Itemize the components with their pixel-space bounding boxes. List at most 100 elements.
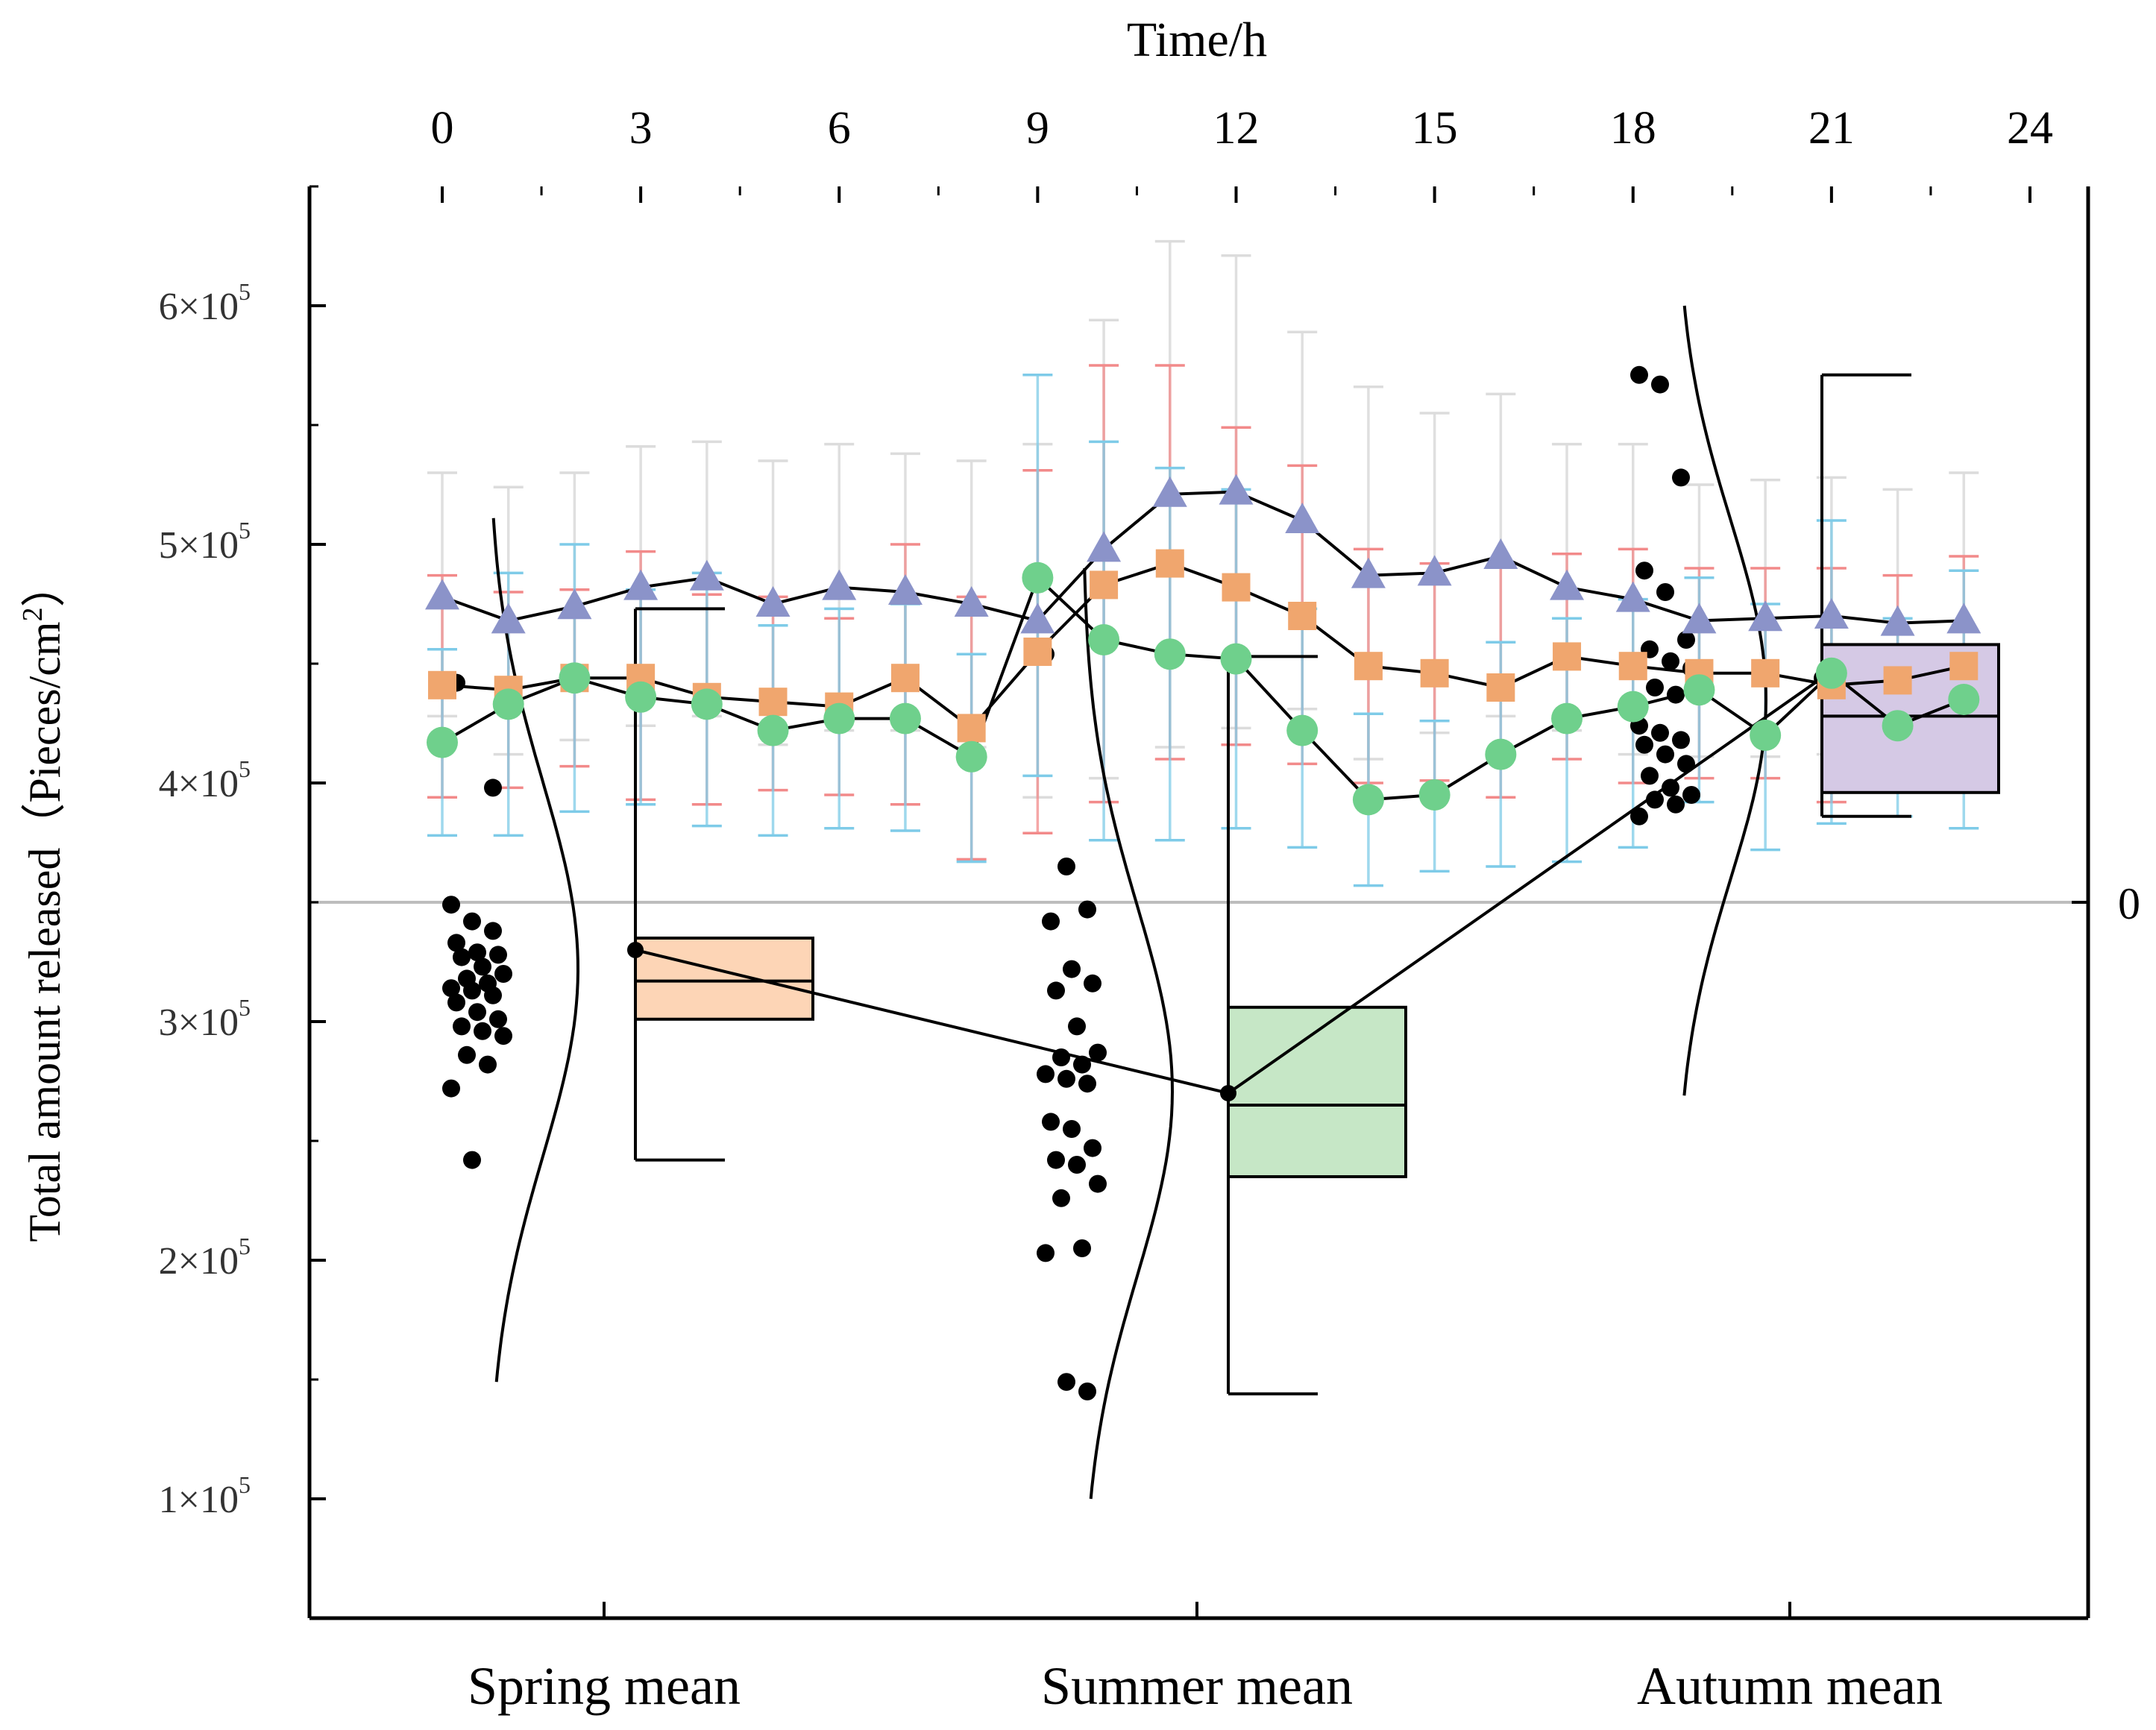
triangle-marker xyxy=(1814,598,1849,629)
data-dot xyxy=(1063,960,1081,978)
data-dot xyxy=(442,979,460,998)
square-marker xyxy=(1155,549,1184,578)
top-tick-label: 12 xyxy=(1213,103,1260,154)
data-dot xyxy=(1646,679,1664,696)
triangle-marker xyxy=(1285,503,1320,533)
triangle-marker xyxy=(822,569,857,600)
triangle-marker xyxy=(1682,603,1717,634)
left-tick-exponent: 5 xyxy=(239,278,251,305)
data-dot xyxy=(1677,631,1695,649)
data-dot xyxy=(468,943,486,962)
data-dot xyxy=(484,778,502,797)
data-dot xyxy=(479,1055,497,1074)
data-dot xyxy=(458,1045,476,1064)
left-tick-label: 1×10 xyxy=(159,1479,239,1521)
left-tick-exponent: 5 xyxy=(239,1471,251,1498)
data-dot xyxy=(1052,1189,1070,1207)
distribution-curve xyxy=(1083,567,1175,1500)
circle-marker xyxy=(1286,714,1319,746)
triangle-marker xyxy=(1880,605,1915,636)
circle-marker xyxy=(625,681,657,713)
circle-marker xyxy=(1750,720,1782,751)
data-dot xyxy=(1057,858,1075,875)
left-tick-exponent: 5 xyxy=(239,517,251,544)
data-dot xyxy=(1667,795,1685,814)
triangle-marker xyxy=(954,586,989,617)
square-marker xyxy=(1553,642,1582,671)
circle-marker xyxy=(823,702,855,735)
square-marker xyxy=(1420,658,1449,688)
data-dot xyxy=(1641,767,1659,785)
circle-marker xyxy=(955,740,987,773)
data-dot xyxy=(453,1017,471,1036)
top-tick-label: 0 xyxy=(431,103,454,154)
circle-marker xyxy=(1551,702,1583,735)
right-zero-label: 0 xyxy=(2118,879,2140,928)
left-tick-label: 6×10 xyxy=(159,286,239,328)
top-tick-label: 24 xyxy=(2007,103,2053,154)
square-marker xyxy=(428,670,456,699)
left-axis-title: Total amount released（Pieces/cm2） xyxy=(17,562,69,1242)
circle-marker xyxy=(1617,691,1649,723)
top-tick-label: 3 xyxy=(629,103,653,154)
box xyxy=(1227,1005,1407,1179)
square-marker xyxy=(890,664,920,693)
left-tick-label: 2×10 xyxy=(159,1240,239,1283)
data-dot xyxy=(1078,1383,1096,1400)
circle-marker xyxy=(1485,738,1517,770)
triangle-marker xyxy=(557,588,592,620)
data-dot xyxy=(1089,1043,1107,1062)
data-dot xyxy=(1042,912,1060,931)
data-dot xyxy=(1057,1373,1075,1391)
data-dot xyxy=(442,896,460,914)
data-dot xyxy=(489,1010,507,1028)
square-marker xyxy=(1354,652,1383,681)
circle-marker xyxy=(1882,710,1914,742)
box xyxy=(634,937,814,1021)
data-dot xyxy=(1084,974,1101,993)
top-axis-title: Time/h xyxy=(1127,13,1267,67)
triangle-marker xyxy=(689,559,724,591)
square-marker xyxy=(1090,570,1119,600)
circle-marker xyxy=(757,714,789,746)
left-tick-exponent: 5 xyxy=(239,1233,251,1259)
triangle-marker xyxy=(1020,603,1055,634)
data-dot xyxy=(1682,786,1700,804)
data-dot xyxy=(1672,731,1690,749)
triangle-marker xyxy=(1087,531,1122,562)
data-dot xyxy=(447,934,465,952)
left-tick-label: 5×10 xyxy=(159,524,239,567)
data-dot xyxy=(1073,1239,1091,1257)
data-dot xyxy=(474,1022,491,1040)
bottom-category-label: Spring mean xyxy=(468,1656,741,1716)
data-dot xyxy=(1662,778,1679,797)
triangle-marker xyxy=(1550,569,1585,600)
left-axis-title-sup: 2 xyxy=(17,607,48,621)
left-axis-title-main: Total amount released（Pieces/cm xyxy=(20,621,69,1242)
circle-marker xyxy=(1815,657,1847,689)
triangle-marker xyxy=(491,603,526,634)
square-marker xyxy=(1883,666,1912,695)
triangle-marker xyxy=(1219,474,1254,505)
triangle-marker xyxy=(1748,600,1783,632)
triangle-marker xyxy=(1417,555,1452,586)
data-dot xyxy=(1651,723,1669,742)
circle-marker xyxy=(1022,562,1054,594)
data-dot xyxy=(1068,1156,1086,1174)
data-dot xyxy=(468,1003,486,1022)
data-dot xyxy=(1037,1065,1055,1083)
data-dot xyxy=(1047,1151,1065,1169)
square-marker xyxy=(1949,652,1979,681)
data-dot xyxy=(1037,1244,1055,1262)
triangle-marker xyxy=(1946,603,1981,634)
triangle-marker xyxy=(425,579,459,610)
data-dot xyxy=(1089,1174,1107,1193)
series-line xyxy=(441,562,1964,731)
data-dot xyxy=(463,1151,481,1169)
circle-marker xyxy=(492,688,524,720)
top-tick-label: 18 xyxy=(1610,103,1656,154)
data-dot xyxy=(1646,790,1664,809)
left-axis-title-close: ） xyxy=(20,562,69,607)
circle-marker xyxy=(1154,638,1186,670)
